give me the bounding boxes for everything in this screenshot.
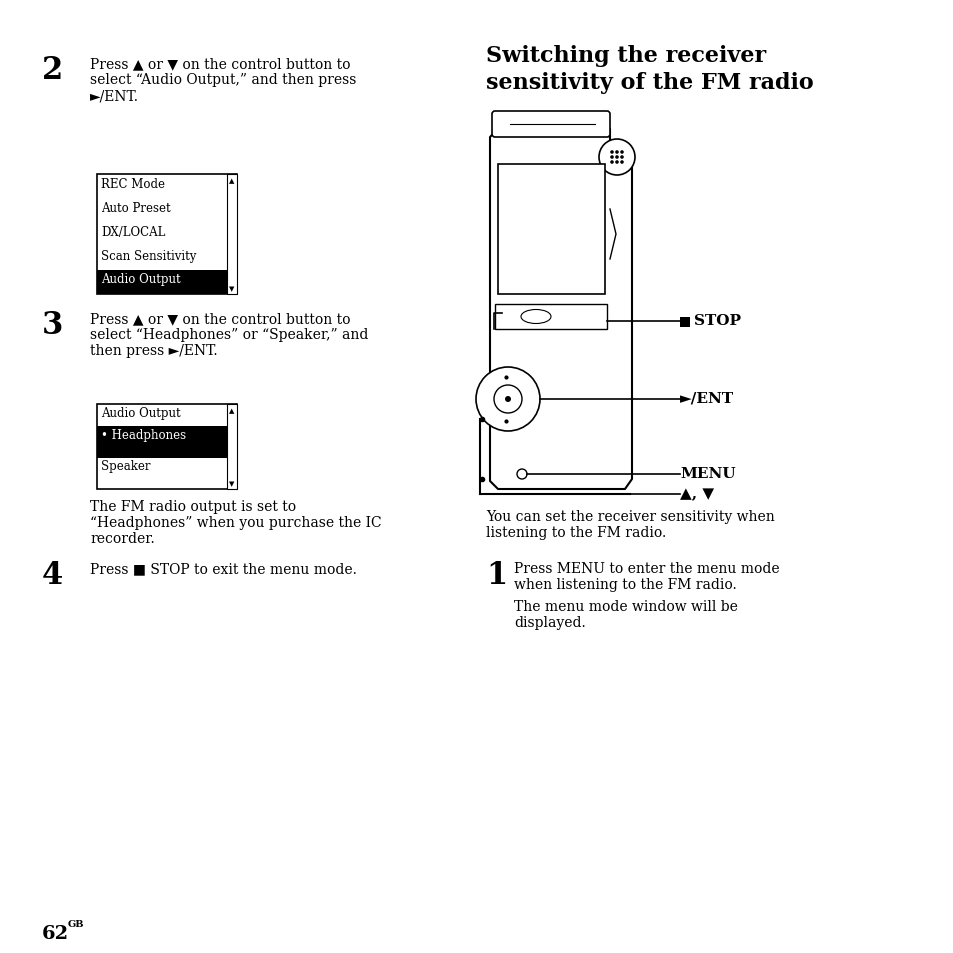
Text: GB: GB (68, 919, 85, 928)
Bar (497, 165, 604, 294)
Text: MENU: MENU (679, 467, 735, 480)
Ellipse shape (520, 310, 551, 324)
Circle shape (610, 151, 613, 154)
Text: You can set the receiver sensitivity when: You can set the receiver sensitivity whe… (485, 510, 774, 523)
Text: Audio Output: Audio Output (101, 407, 180, 419)
Text: 2: 2 (42, 55, 63, 86)
Polygon shape (490, 130, 631, 490)
Text: 3: 3 (42, 310, 63, 340)
Circle shape (476, 368, 539, 432)
Text: Auto Preset: Auto Preset (101, 202, 171, 214)
Circle shape (615, 156, 618, 160)
Text: REC Mode: REC Mode (101, 178, 165, 191)
Text: STOP: STOP (693, 314, 740, 328)
Text: Switching the receiver
sensitivity of the FM radio: Switching the receiver sensitivity of th… (485, 45, 813, 94)
Text: displayed.: displayed. (514, 616, 585, 629)
Bar (227, 174, 236, 294)
Bar (97, 271, 227, 294)
Bar (495, 305, 606, 330)
Text: then press ►/ENT.: then press ►/ENT. (90, 344, 217, 357)
Text: select “Audio Output,” and then press: select “Audio Output,” and then press (90, 73, 356, 87)
Text: ►/ENT.: ►/ENT. (90, 89, 139, 103)
Bar (679, 317, 689, 328)
Circle shape (504, 396, 511, 402)
Circle shape (619, 156, 623, 160)
Text: ▼: ▼ (229, 286, 234, 292)
Circle shape (619, 151, 623, 154)
Bar (227, 405, 236, 490)
Text: recorder.: recorder. (90, 532, 154, 545)
Text: select “Headphones” or “Speaker,” and: select “Headphones” or “Speaker,” and (90, 328, 368, 341)
Text: DX/LOCAL: DX/LOCAL (101, 226, 165, 239)
Circle shape (494, 386, 521, 414)
Bar (97, 427, 227, 458)
Text: Press ▲ or ▼ on the control button to: Press ▲ or ▼ on the control button to (90, 312, 350, 326)
Text: Press MENU to enter the menu mode: Press MENU to enter the menu mode (514, 561, 779, 576)
Circle shape (610, 161, 613, 165)
Text: ▲, ▼: ▲, ▼ (679, 486, 714, 500)
Circle shape (598, 140, 635, 175)
FancyBboxPatch shape (492, 112, 609, 138)
Bar (97, 174, 236, 294)
Text: The FM radio output is set to: The FM radio output is set to (90, 499, 295, 514)
Circle shape (517, 470, 526, 479)
Circle shape (615, 161, 618, 165)
Text: ▲: ▲ (229, 178, 234, 184)
Circle shape (610, 156, 613, 160)
Text: Scan Sensitivity: Scan Sensitivity (101, 250, 196, 263)
Text: Audio Output: Audio Output (101, 273, 180, 286)
Text: The menu mode window will be: The menu mode window will be (514, 599, 737, 614)
Text: listening to the FM radio.: listening to the FM radio. (485, 525, 665, 539)
Text: • Headphones: • Headphones (101, 429, 186, 441)
Text: Press ■ STOP to exit the menu mode.: Press ■ STOP to exit the menu mode. (90, 561, 356, 576)
Text: ▲: ▲ (229, 408, 234, 414)
Text: 1: 1 (485, 559, 507, 590)
Circle shape (619, 161, 623, 165)
Text: ►/ENT: ►/ENT (679, 392, 734, 406)
Text: when listening to the FM radio.: when listening to the FM radio. (514, 578, 736, 592)
Text: ▼: ▼ (229, 480, 234, 486)
Text: Speaker: Speaker (101, 460, 151, 473)
Text: 62: 62 (42, 924, 69, 942)
Text: “Headphones” when you purchase the IC: “Headphones” when you purchase the IC (90, 516, 381, 530)
Text: 4: 4 (42, 559, 63, 590)
Circle shape (615, 151, 618, 154)
Text: Press ▲ or ▼ on the control button to: Press ▲ or ▼ on the control button to (90, 57, 350, 71)
Bar (97, 405, 236, 490)
